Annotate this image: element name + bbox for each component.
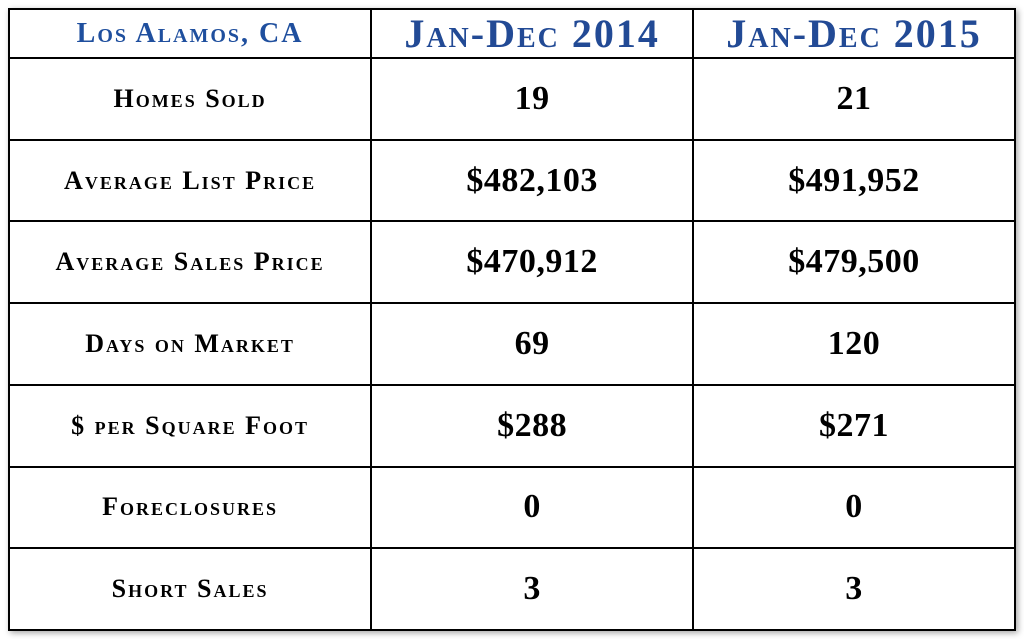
table-row: Homes Sold 19 21 bbox=[9, 58, 1015, 140]
real-estate-comparison-table: Los Alamos, CA Jan-Dec 2014 Jan-Dec 2015… bbox=[0, 0, 1024, 639]
metric-label: $ per Square Foot bbox=[9, 385, 371, 467]
value-2015: 3 bbox=[693, 548, 1015, 630]
value-2014: $470,912 bbox=[371, 221, 693, 303]
header-location: Los Alamos, CA bbox=[9, 9, 371, 58]
header-period-2: Jan-Dec 2015 bbox=[693, 9, 1015, 58]
table-row: Short Sales 3 3 bbox=[9, 548, 1015, 630]
table-row: Average Sales Price $470,912 $479,500 bbox=[9, 221, 1015, 303]
metric-label: Days on Market bbox=[9, 303, 371, 385]
header-period-1: Jan-Dec 2014 bbox=[371, 9, 693, 58]
metric-label: Short Sales bbox=[9, 548, 371, 630]
table-row: Average List Price $482,103 $491,952 bbox=[9, 140, 1015, 222]
table-row: $ per Square Foot $288 $271 bbox=[9, 385, 1015, 467]
table-row: Foreclosures 0 0 bbox=[9, 467, 1015, 549]
value-2014: $482,103 bbox=[371, 140, 693, 222]
value-2014: 3 bbox=[371, 548, 693, 630]
value-2015: $491,952 bbox=[693, 140, 1015, 222]
table-row: Days on Market 69 120 bbox=[9, 303, 1015, 385]
value-2015: $271 bbox=[693, 385, 1015, 467]
value-2014: 0 bbox=[371, 467, 693, 549]
metric-label: Homes Sold bbox=[9, 58, 371, 140]
value-2015: 21 bbox=[693, 58, 1015, 140]
value-2014: 19 bbox=[371, 58, 693, 140]
metric-label: Average List Price bbox=[9, 140, 371, 222]
metric-label: Foreclosures bbox=[9, 467, 371, 549]
value-2014: $288 bbox=[371, 385, 693, 467]
value-2014: 69 bbox=[371, 303, 693, 385]
metric-label: Average Sales Price bbox=[9, 221, 371, 303]
table-header-row: Los Alamos, CA Jan-Dec 2014 Jan-Dec 2015 bbox=[9, 9, 1015, 58]
value-2015: 0 bbox=[693, 467, 1015, 549]
stats-table: Los Alamos, CA Jan-Dec 2014 Jan-Dec 2015… bbox=[8, 8, 1016, 631]
value-2015: $479,500 bbox=[693, 221, 1015, 303]
value-2015: 120 bbox=[693, 303, 1015, 385]
